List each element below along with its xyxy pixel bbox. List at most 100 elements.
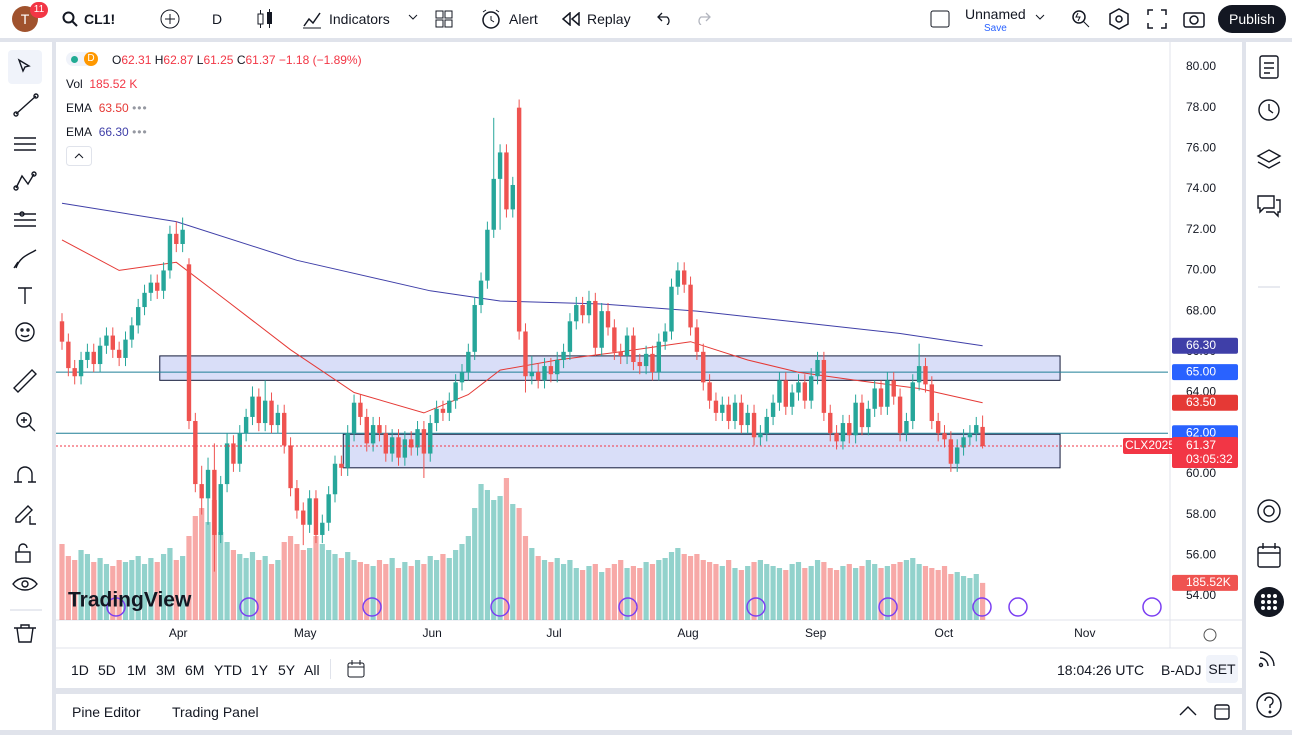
layout-chevron[interactable] [1035,14,1045,22]
chart-type[interactable] [256,9,274,29]
x-tick-label: Aug [677,626,698,640]
range-button[interactable]: 1Y [251,662,269,678]
volume-bar [338,558,344,620]
volume-bar [757,560,763,620]
range-button[interactable]: 6M [185,662,205,678]
volume-bar [884,566,890,620]
collapse-legend[interactable] [66,146,92,166]
volume-bar [878,568,884,620]
ohlc-prefix: H [154,53,164,67]
panel-tab[interactable]: Trading Panel [172,704,259,720]
range-button[interactable]: 3M [156,662,176,678]
volume-bar [262,556,268,620]
snapshot[interactable] [1183,9,1205,29]
drawing-tools[interactable] [0,42,52,662]
candle-body [548,366,554,375]
plot-area [56,99,1168,620]
y-tick-label: 56.00 [1186,547,1216,561]
volume-bar [459,544,465,620]
session[interactable]: SET [1206,655,1238,683]
right-sidebar [1246,42,1292,730]
volume-value: 185.52 K [89,77,138,91]
symbol[interactable]: CL1! [84,11,116,27]
candle-body [808,376,814,401]
candle-body [383,433,389,454]
adjustment[interactable]: B-ADJ [1161,662,1202,678]
y-tick-label: 78.00 [1186,100,1216,114]
volume-bar [453,550,459,620]
candle-body [485,229,490,281]
alert-button[interactable]: Alert [509,11,538,27]
y-tick-label: 76.00 [1186,141,1216,155]
date-range[interactable] [346,659,366,679]
candle-body [777,380,782,403]
candle-body [840,423,846,442]
range-button[interactable]: 1M [127,662,147,678]
candle-body [929,384,935,422]
candle-body [802,382,808,401]
candle-body [789,392,795,407]
volume-bar [110,566,116,620]
candle-body [770,402,776,417]
volume-bar [859,566,865,620]
sidebar-icons[interactable] [1246,42,1292,730]
settings[interactable] [1108,8,1130,30]
x-tick-label: Sep [805,626,827,640]
volume-bar [357,562,364,620]
range-button[interactable]: 5Y [278,662,296,678]
volume-bar [91,562,97,620]
last-price-badge [1172,437,1238,469]
chevron[interactable] [408,14,418,22]
volume-bar [592,564,598,620]
volume-bar [243,558,249,620]
candle-body [796,382,801,393]
candle-body [745,412,750,426]
candle-body [853,402,858,436]
layout-name[interactable]: Unnamed [965,6,1026,22]
ema-badge [1172,337,1238,354]
publish-button[interactable]: Publish [1218,5,1286,33]
quick-search[interactable] [1070,8,1092,30]
volume-bar [389,558,395,620]
panel-tab[interactable]: Pine Editor [72,704,141,720]
add-symbol[interactable] [160,9,180,29]
maximize-panel[interactable] [1213,703,1231,721]
zone [342,433,1061,469]
volume-bar [675,548,681,620]
fullscreen[interactable] [1147,9,1167,29]
y-tick-label: 54.00 [1186,588,1216,602]
candle-body [605,311,611,328]
range-button[interactable]: 5D [98,662,116,678]
settings-icon[interactable] [1203,628,1217,642]
volume-bar [516,508,522,620]
volume-bar [948,574,954,620]
candle-body [110,335,115,350]
range-button[interactable]: YTD [214,662,242,678]
replay-button[interactable]: Replay [587,11,631,27]
volume-bar [738,570,744,620]
undo[interactable] [657,11,673,25]
volume-bar [795,562,802,620]
volume-bar [916,564,922,620]
indicators-button[interactable]: Indicators [329,11,390,27]
volume-bar [484,490,490,620]
candle-body [535,372,541,381]
range-button[interactable]: All [304,662,320,678]
volume-bar [732,568,738,620]
volume-bar [440,554,446,620]
interval[interactable]: D [212,11,223,27]
layouts-icon[interactable] [435,10,453,28]
zone [159,355,1061,381]
redo[interactable] [695,11,711,25]
x-tick-label: Oct [935,626,954,640]
bottom-panel: Pine Editor Trading Panel [56,694,1242,730]
volume-bar [833,570,840,620]
candle-body [637,362,642,367]
candle-body [859,402,865,428]
expand-panel[interactable] [1178,704,1198,718]
volume-bar [776,568,783,620]
volume-bar [764,564,770,620]
layout-box[interactable] [930,10,950,28]
range-button[interactable]: 1D [71,662,89,678]
